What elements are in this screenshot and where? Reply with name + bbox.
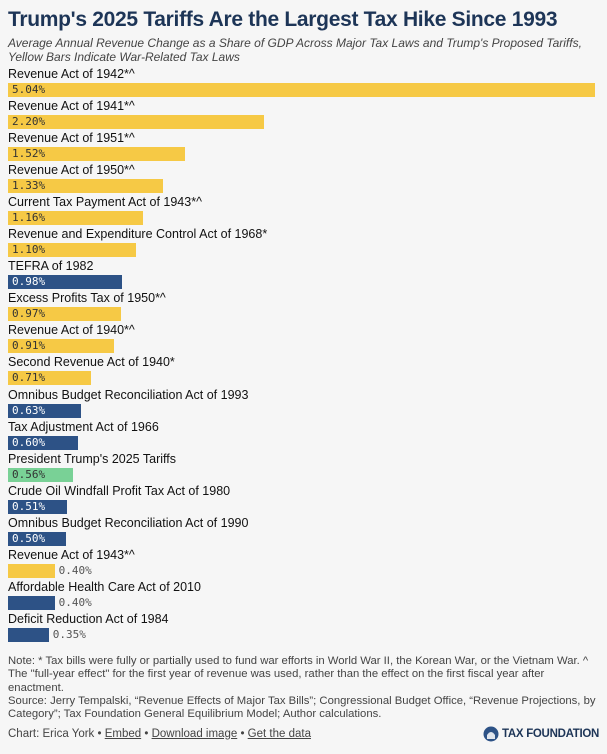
dome-icon: [483, 726, 499, 742]
bar-war[interactable]: [8, 211, 144, 226]
chart-footer: Chart: Erica York • Embed • Download ima…: [8, 728, 311, 740]
bar-nonwar[interactable]: [8, 499, 68, 514]
data-label: 1.10%: [12, 243, 46, 257]
category-label: Excess Profits Tax of 1950*^: [8, 291, 166, 306]
data-label: 0.35%: [52, 627, 86, 641]
bar-nonwar[interactable]: [8, 275, 123, 290]
category-label: Omnibus Budget Reconciliation Act of 199…: [8, 387, 249, 402]
category-label: Tax Adjustment Act of 1966: [8, 419, 159, 434]
chart-notes: Note: * Tax bills were fully or partiall…: [8, 655, 600, 721]
bar-war[interactable]: [8, 83, 595, 97]
bar-nonwar[interactable]: [8, 627, 49, 642]
separator: •: [237, 728, 248, 740]
bar-war[interactable]: [8, 243, 137, 258]
logo-text: TAX FOUNDATION: [502, 728, 599, 740]
data-label: 0.98%: [12, 275, 46, 289]
data-label: 0.63%: [12, 403, 46, 417]
category-label: Revenue Act of 1943*^: [8, 547, 135, 562]
data-label: 2.20%: [12, 115, 46, 129]
category-label: Omnibus Budget Reconciliation Act of 199…: [8, 515, 249, 530]
data-label: 1.16%: [12, 211, 46, 225]
bar-war[interactable]: [8, 339, 114, 354]
bar-chart: Revenue Act of 1942*^ 5.04% Revenue Act of…: [8, 67, 595, 642]
category-label: President Trump's 2025 Tariffs: [8, 451, 176, 466]
get-data-link[interactable]: Get the data: [247, 728, 311, 740]
download-image-link[interactable]: Download image: [151, 728, 238, 740]
category-label: Revenue Act of 1942*^: [8, 67, 135, 81]
category-label: Revenue Act of 1951*^: [8, 131, 135, 146]
category-label: Second Revenue Act of 1940*: [8, 355, 175, 370]
bar-war[interactable]: [8, 371, 91, 386]
bar-war[interactable]: [8, 115, 265, 130]
separator: •: [94, 728, 105, 740]
data-label: 0.97%: [12, 307, 46, 321]
source-text: Source: Jerry Tempalski, “Revenue Effect…: [8, 694, 596, 721]
category-label: Revenue Act of 1940*^: [8, 323, 135, 338]
embed-link[interactable]: Embed: [104, 728, 142, 740]
bar-war[interactable]: [8, 307, 121, 322]
data-label: 0.56%: [12, 467, 46, 481]
data-label: 1.33%: [12, 179, 46, 193]
chart-subtitle: Average Annual Revenue Change as a Share…: [8, 36, 582, 64]
category-label: Revenue Act of 1941*^: [8, 99, 135, 114]
note-text: Note: * Tax bills were fully or partiall…: [8, 655, 589, 694]
category-label: Revenue Act of 1950*^: [8, 163, 135, 178]
data-label: 0.40%: [58, 563, 92, 577]
bar-nonwar[interactable]: [8, 595, 55, 610]
bar-nonwar[interactable]: [8, 435, 78, 450]
category-label: Revenue and Expenditure Control Act of 1…: [8, 227, 268, 242]
bar-war[interactable]: [8, 563, 55, 578]
data-label: 0.50%: [12, 531, 46, 545]
category-label: Crude Oil Windfall Profit Tax Act of 198…: [8, 483, 231, 498]
bar-tariff[interactable]: [8, 467, 74, 482]
bar-nonwar[interactable]: [8, 531, 67, 546]
credit: Chart: Erica York: [8, 728, 95, 740]
data-label: 0.51%: [12, 499, 46, 513]
data-label: 0.60%: [12, 435, 46, 449]
category-label: Deficit Reduction Act of 1984: [8, 611, 169, 626]
data-label: 0.71%: [12, 371, 46, 385]
tax-foundation-logo: TAX FOUNDATION: [483, 726, 599, 742]
chart-title: Trump's 2025 Tariffs Are the Largest Tax…: [8, 8, 558, 31]
bar-war[interactable]: [8, 147, 186, 162]
category-label: Affordable Health Care Act of 2010: [8, 579, 201, 594]
separator: •: [141, 728, 152, 740]
bar-nonwar[interactable]: [8, 403, 82, 418]
bar-war[interactable]: [8, 179, 163, 194]
data-label: 1.52%: [12, 147, 46, 161]
data-label: 0.91%: [12, 339, 46, 353]
data-label: 0.40%: [58, 595, 92, 609]
category-label: TEFRA of 1982: [8, 259, 94, 274]
data-label: 5.04%: [12, 83, 46, 96]
category-label: Current Tax Payment Act of 1943*^: [8, 195, 202, 210]
